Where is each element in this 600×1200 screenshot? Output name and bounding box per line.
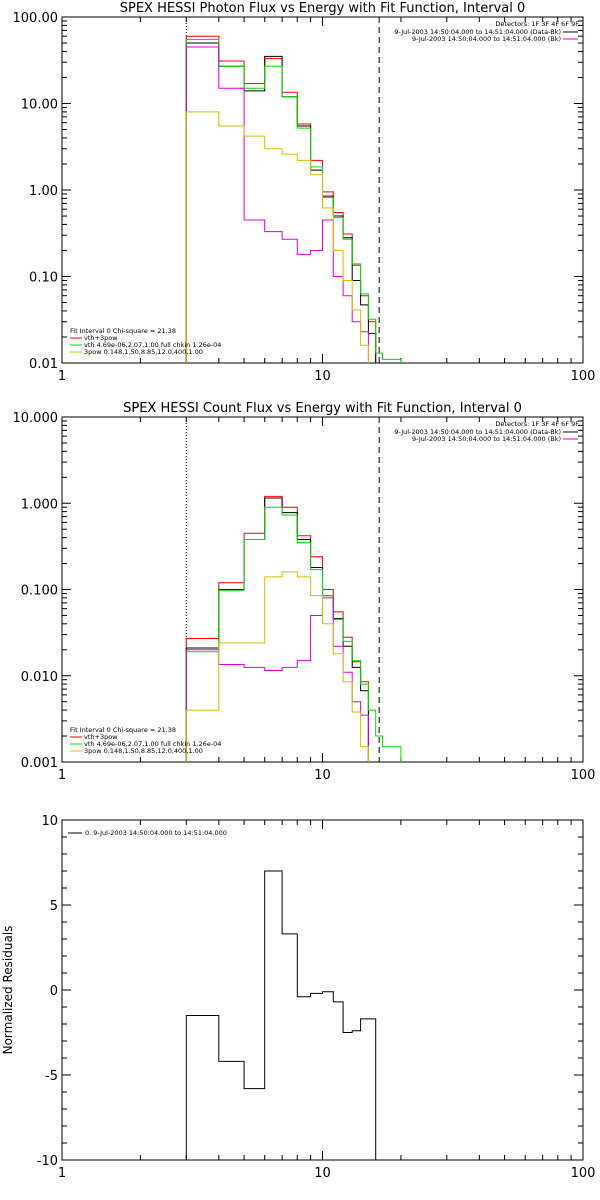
y-tick-label: 0.010 bbox=[21, 670, 58, 685]
y-tick-label: 0.100 bbox=[21, 584, 58, 599]
x-tick-label: 100 bbox=[571, 369, 596, 384]
x-tick-label: 1 bbox=[58, 369, 66, 384]
legend-label: 0. 9-Jul-2003 14:50:04.000 to 14:51:04.0… bbox=[85, 829, 227, 837]
y-tick-label: 1.00 bbox=[29, 184, 58, 199]
y-tick-label: -5 bbox=[45, 1069, 58, 1084]
x-tick-label: 1 bbox=[58, 768, 66, 783]
x-tick-label: 100 bbox=[571, 1166, 596, 1181]
y-tick-label: 100.00 bbox=[13, 11, 59, 26]
legend-bottom-label: 3pow 0.148,1.50,8.85,12.0,400,1.00 bbox=[84, 348, 203, 356]
detectors-label: Detectors: 1F 3F 4F 6F 9F bbox=[495, 420, 579, 428]
legend-bottom-label: vth+3pow bbox=[84, 334, 118, 342]
series-line-3 bbox=[185, 46, 369, 363]
x-tick-label: 10 bbox=[314, 369, 331, 384]
y-tick-label: 10 bbox=[41, 814, 58, 829]
series-line-0 bbox=[185, 870, 377, 1160]
x-tick-label: 1 bbox=[58, 1166, 66, 1181]
y-tick-label: 1.000 bbox=[21, 497, 58, 512]
fit-chi-square-label: Fit Interval 0 Chi-square = 21.38 bbox=[70, 726, 176, 734]
y-tick-label: 10.000 bbox=[13, 411, 59, 426]
y-tick-label: 0.10 bbox=[29, 271, 58, 286]
legend-bottom-label: vth 4.69e-06,2.07,1.00 full chkin 1.26e-… bbox=[84, 341, 221, 349]
series-line-2 bbox=[185, 39, 402, 363]
legend-bottom-label: vth+3pow bbox=[84, 733, 118, 741]
y-tick-label: -10 bbox=[37, 1154, 58, 1169]
series-line-2 bbox=[185, 506, 402, 762]
y-tick-label: 5 bbox=[50, 899, 58, 914]
legend-bottom-label: 3pow 0.148,1.50,8.85,12.0,400,1.00 bbox=[84, 747, 203, 755]
legend-bottom-label: vth 4.69e-06,2.07,1.00 full chkin 1.26e-… bbox=[84, 740, 221, 748]
legend-top-label: 9-Jul-2003 14:50:04.000 to 14:51:04.000 … bbox=[394, 28, 561, 36]
x-tick-label: 10 bbox=[314, 768, 331, 783]
y-tick-label: 10.00 bbox=[21, 98, 58, 113]
x-tick-label: 10 bbox=[314, 1166, 331, 1181]
legend-top-label: 9-Jul-2003 14:50:04.000 to 14:51:04.000 … bbox=[412, 35, 561, 43]
legend-top-label: 9-Jul-2003 14:50:04.000 to 14:51:04.000 … bbox=[394, 428, 561, 436]
y-tick-label: 0.001 bbox=[21, 756, 58, 771]
legend-top-label: 9-Jul-2003 14:50:04.000 to 14:51:04.000 … bbox=[412, 435, 561, 443]
chart-title: SPEX HESSI Count Flux vs Energy with Fit… bbox=[123, 401, 522, 416]
x-tick-label: 100 bbox=[571, 768, 596, 783]
series-line-4 bbox=[185, 571, 369, 762]
y-axis-label: Normalized Residuals bbox=[1, 926, 15, 1055]
fit-chi-square-label: Fit Interval 0 Chi-square = 21.38 bbox=[70, 327, 176, 335]
chart-title: SPEX HESSI Photon Flux vs Energy with Fi… bbox=[120, 1, 526, 16]
detectors-label: Detectors: 1F 3F 4F 6F 9F bbox=[495, 20, 579, 28]
y-tick-label: 0 bbox=[50, 984, 58, 999]
y-tick-label: 0.01 bbox=[29, 357, 58, 372]
series-line-4 bbox=[185, 111, 369, 363]
